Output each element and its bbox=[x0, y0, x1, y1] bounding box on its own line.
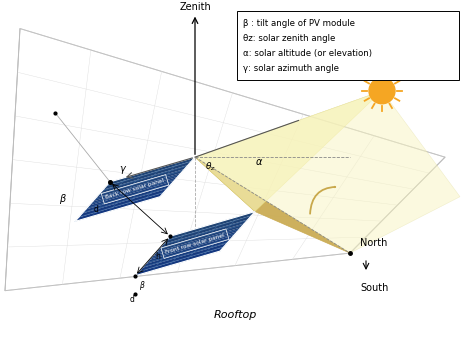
Text: Rooftop: Rooftop bbox=[213, 310, 257, 320]
Polygon shape bbox=[92, 173, 181, 202]
Text: α: solar altitude (or elevation): α: solar altitude (or elevation) bbox=[243, 49, 372, 58]
Text: South: South bbox=[360, 283, 389, 293]
Text: Zenith: Zenith bbox=[179, 2, 211, 12]
Polygon shape bbox=[99, 165, 188, 194]
Polygon shape bbox=[163, 215, 252, 244]
Text: θz: solar zenith angle: θz: solar zenith angle bbox=[243, 34, 335, 43]
Text: $\beta$: $\beta$ bbox=[59, 191, 67, 206]
Text: $\theta_z$: $\theta_z$ bbox=[205, 160, 216, 172]
Text: h: h bbox=[156, 252, 161, 260]
Polygon shape bbox=[82, 185, 170, 214]
Polygon shape bbox=[167, 212, 255, 240]
Polygon shape bbox=[142, 239, 231, 268]
Polygon shape bbox=[89, 177, 177, 206]
Text: β : tilt angle of PV module: β : tilt angle of PV module bbox=[243, 19, 355, 28]
Polygon shape bbox=[85, 181, 174, 209]
Circle shape bbox=[369, 78, 395, 104]
Polygon shape bbox=[195, 91, 460, 253]
Text: Back row solar panel: Back row solar panel bbox=[105, 178, 165, 200]
FancyBboxPatch shape bbox=[237, 11, 459, 80]
Polygon shape bbox=[78, 189, 167, 218]
Polygon shape bbox=[160, 219, 248, 248]
Polygon shape bbox=[106, 157, 195, 186]
Polygon shape bbox=[195, 91, 382, 212]
FancyArrowPatch shape bbox=[310, 187, 335, 214]
Polygon shape bbox=[156, 224, 245, 252]
Polygon shape bbox=[75, 193, 163, 221]
Text: d: d bbox=[93, 205, 99, 214]
Polygon shape bbox=[96, 169, 184, 198]
Polygon shape bbox=[195, 157, 350, 253]
Text: Front row solar panel: Front row solar panel bbox=[165, 233, 225, 255]
Polygon shape bbox=[135, 247, 224, 276]
Polygon shape bbox=[139, 243, 227, 272]
Polygon shape bbox=[146, 235, 234, 264]
Polygon shape bbox=[149, 231, 238, 260]
Polygon shape bbox=[103, 161, 191, 190]
Text: North: North bbox=[360, 238, 387, 248]
Text: γ: solar azimuth angle: γ: solar azimuth angle bbox=[243, 64, 339, 73]
Text: $\gamma$: $\gamma$ bbox=[119, 164, 127, 176]
Text: $\alpha$: $\alpha$ bbox=[255, 157, 263, 167]
Text: $\beta$: $\beta$ bbox=[139, 279, 146, 292]
Polygon shape bbox=[153, 227, 241, 256]
Text: d: d bbox=[130, 295, 135, 303]
